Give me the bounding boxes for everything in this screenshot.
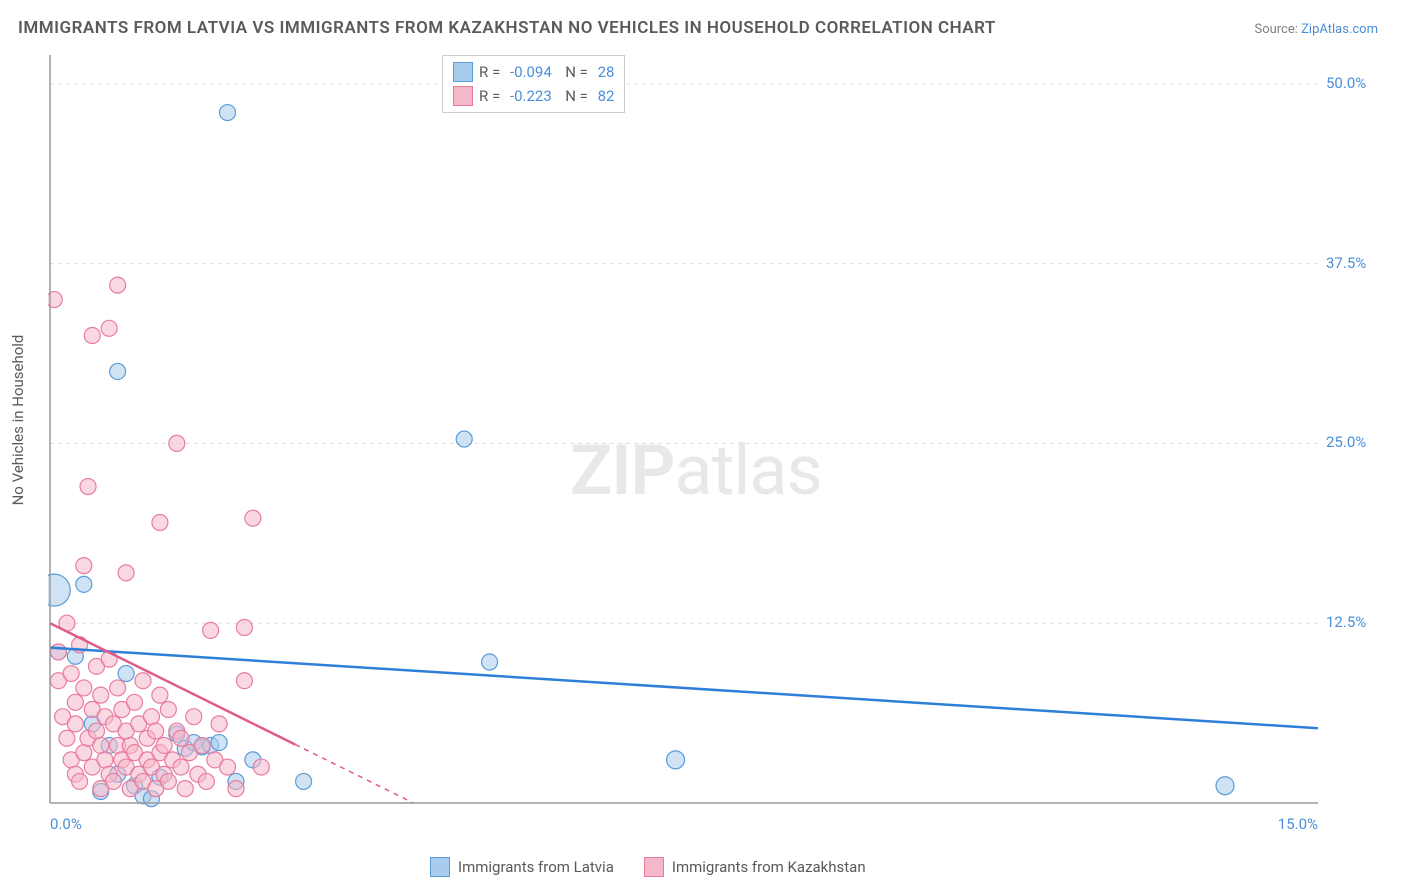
chart-title: IMMIGRANTS FROM LATVIA VS IMMIGRANTS FRO… — [18, 18, 996, 38]
source-attribution: Source: ZipAtlas.com — [1254, 22, 1378, 37]
y-tick-label: 25.0% — [1326, 433, 1366, 451]
series-name-latvia: Immigrants from Latvia — [458, 858, 614, 876]
swatch-kazakhstan — [644, 857, 664, 877]
r-label: R = — [479, 63, 504, 81]
swatch-kazakhstan — [453, 86, 473, 106]
legend-row-kazakhstan: R = -0.223 N = 82 — [453, 84, 614, 108]
legend-row-latvia: R = -0.094 N = 28 — [453, 60, 614, 84]
n-value-latvia: 28 — [598, 63, 615, 81]
x-tick-label: 0.0% — [50, 815, 82, 833]
y-tick-label: 37.5% — [1326, 254, 1366, 272]
r-label: R = — [479, 87, 504, 105]
legend-series: Immigrants from Latvia Immigrants from K… — [430, 857, 866, 877]
chart-area — [48, 50, 1378, 838]
y-axis-label: No Vehicles in Household — [9, 335, 27, 506]
n-value-kazakhstan: 82 — [598, 87, 615, 105]
swatch-latvia — [430, 857, 450, 877]
r-value-latvia: -0.094 — [510, 63, 552, 81]
r-value-kazakhstan: -0.223 — [510, 87, 552, 105]
source-prefix: Source: — [1254, 22, 1301, 37]
series-name-kazakhstan: Immigrants from Kazakhstan — [672, 858, 866, 876]
x-tick-label: 15.0% — [1278, 815, 1318, 833]
y-tick-label: 50.0% — [1326, 74, 1366, 92]
legend-item-latvia: Immigrants from Latvia — [430, 857, 614, 877]
legend-item-kazakhstan: Immigrants from Kazakhstan — [644, 857, 866, 877]
swatch-latvia — [453, 62, 473, 82]
n-label: N = — [558, 87, 592, 105]
source-link[interactable]: ZipAtlas.com — [1301, 22, 1378, 37]
scatter-chart — [48, 50, 1378, 838]
n-label: N = — [558, 63, 592, 81]
y-tick-label: 12.5% — [1326, 613, 1366, 631]
legend-correlation: R = -0.094 N = 28 R = -0.223 N = 82 — [442, 55, 625, 113]
